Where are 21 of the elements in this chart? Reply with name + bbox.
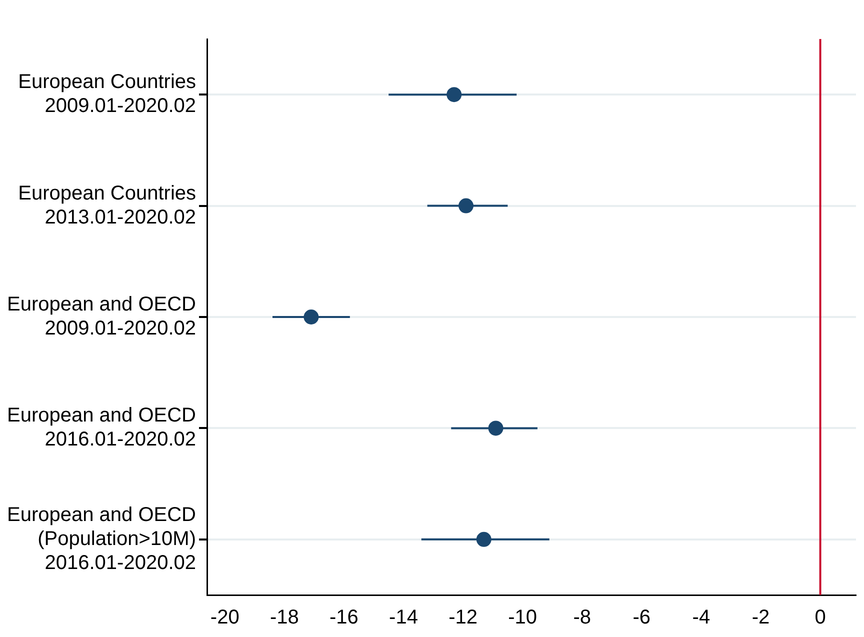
x-tick-label: -12 [448, 606, 478, 629]
point [446, 87, 462, 102]
y-tick-label: European and OECD 2016.01-2020.02 [6, 404, 196, 451]
x-tick-label: -10 [508, 606, 538, 629]
y-tick-label: European Countries 2013.01-2020.02 [18, 182, 196, 228]
x-tick-label: -6 [632, 606, 651, 629]
x-tick-label: -14 [389, 606, 418, 629]
x-tick-label: -4 [692, 606, 710, 629]
x-tick-label: -2 [752, 606, 770, 629]
y-tick-label: European and OECD (Population>10M) 2016.01-2020.02 [6, 504, 196, 574]
point [304, 310, 319, 324]
x-tick-label: -18 [270, 606, 299, 629]
x-tick-label: 0 [814, 606, 826, 629]
point [476, 532, 492, 547]
y-tick-label: European Countries 2009.01-2020.02 [18, 71, 196, 118]
x-tick-label: -8 [573, 606, 592, 629]
x-tick-label: -20 [210, 606, 240, 629]
x-tick-label: -16 [329, 606, 358, 629]
point [458, 198, 474, 214]
y-tick-label: European and OECD 2009.01-2020.02 [6, 294, 196, 340]
point [488, 420, 504, 436]
